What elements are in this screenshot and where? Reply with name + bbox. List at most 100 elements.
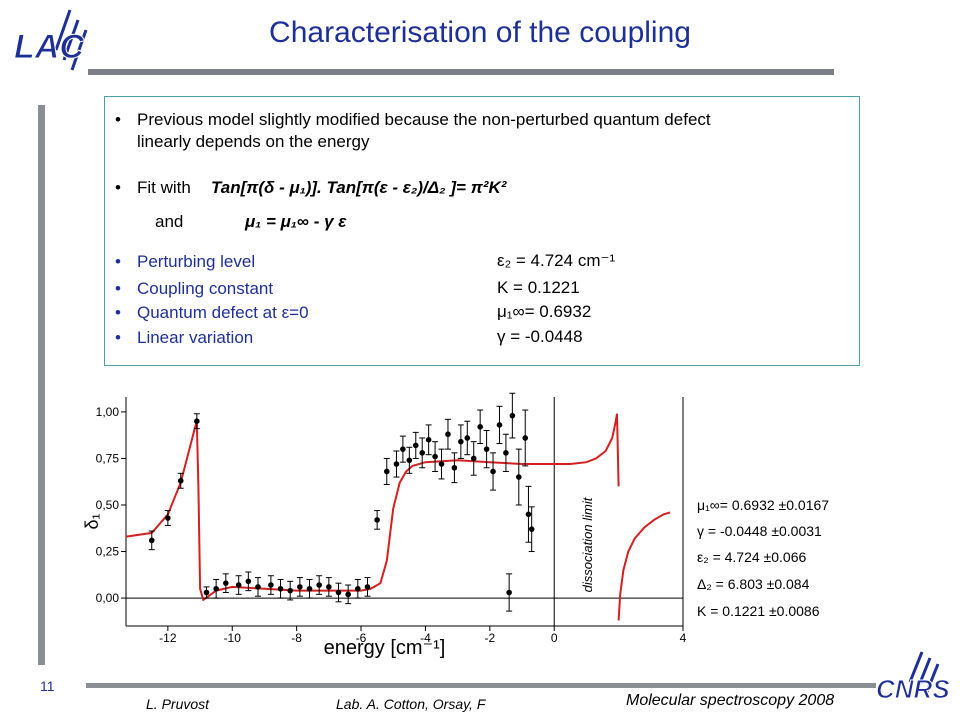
point-marker (345, 591, 351, 598)
point-marker (194, 418, 200, 425)
result-label: Coupling constant (137, 279, 274, 298)
point-marker (364, 584, 371, 590)
y-tick-label: 0,00 (96, 591, 120, 605)
data-point (374, 510, 381, 530)
fit-curve (125, 413, 620, 602)
data-point (325, 577, 332, 597)
result-value: γ = -0.0448 (497, 327, 583, 346)
point-marker (470, 455, 477, 462)
y-tick-label: 0,50 (96, 498, 120, 512)
data-point (354, 578, 361, 599)
result-value: μ₁∞= 0.6932 (497, 302, 592, 321)
data-point (432, 441, 439, 472)
data-point (296, 577, 303, 597)
point-marker (306, 585, 313, 592)
point-marker (287, 587, 294, 594)
point-marker (235, 582, 242, 588)
data-point (164, 510, 171, 526)
result-label: Linear variation (137, 328, 254, 347)
bullet-model-line2: linearly depends on the energy (137, 132, 370, 151)
point-marker (355, 585, 361, 592)
footer-lab: Lab. A. Cotton, Orsay, F (336, 696, 486, 712)
data-point (148, 530, 155, 551)
data-point (525, 485, 532, 543)
point-marker (277, 585, 284, 592)
data-point (477, 409, 484, 445)
point-marker (483, 446, 490, 452)
x-tick-label: -6 (356, 631, 367, 645)
point-marker (506, 589, 512, 596)
title-underline (88, 69, 834, 75)
point-marker (458, 438, 464, 445)
data-point (457, 424, 464, 459)
footer-rule (86, 683, 876, 688)
point-marker (406, 457, 413, 464)
x-tick-label: -2 (484, 631, 495, 645)
data-point (393, 450, 400, 478)
fit-param-delta2: Δ₂ = 6.803 ±0.084 (697, 576, 810, 592)
point-marker (496, 422, 503, 428)
point-marker (297, 584, 303, 590)
dissociation-limit-label: dissociation limit (580, 496, 595, 592)
fit-label: Fit with (137, 178, 191, 197)
data-point (451, 452, 458, 484)
data-point (506, 573, 513, 612)
data-point (364, 577, 371, 597)
x-tick-label: -12 (159, 631, 177, 645)
data-point (412, 431, 419, 459)
y-tick-label: 1,00 (96, 405, 120, 419)
result-label: Quantum defect at ε=0 (137, 303, 309, 322)
data-point (419, 437, 426, 469)
point-marker (515, 474, 522, 480)
point-marker (203, 589, 210, 596)
point-marker (177, 477, 184, 484)
point-marker (400, 446, 406, 452)
footer-conference: Molecular spectroscopy 2008 (626, 692, 835, 709)
point-marker (525, 511, 532, 518)
point-marker (393, 461, 400, 467)
y-tick-label: 0,75 (96, 451, 120, 465)
cnrs-logo-text: CNRS (876, 674, 950, 704)
and-relation: μ₁ = μ₁∞ - γ ε (245, 212, 347, 231)
cnrs-logo: CNRS (876, 651, 951, 705)
data-point (287, 580, 294, 601)
chart-data-points (148, 392, 535, 612)
point-marker (509, 412, 516, 419)
data-point (277, 578, 284, 599)
point-marker (412, 442, 419, 449)
point-marker (477, 423, 483, 430)
point-marker (528, 526, 535, 532)
point-marker (432, 453, 438, 460)
fit-param-gamma: γ = -0.0448 ±0.0031 (697, 523, 822, 539)
point-marker (419, 450, 426, 456)
slide-title: Characterisation of the coupling (269, 16, 691, 49)
data-point (425, 424, 432, 456)
y-tick-label: 0,25 (96, 545, 120, 559)
fit-relation: Tan[π(δ - μ₁)]. Tan[π(ε - ε₂)/Δ₂ ]= π²K² (211, 178, 507, 197)
point-marker (374, 517, 380, 523)
fit-param-k: K = 0.1221 ±0.0086 (697, 603, 820, 619)
data-point (438, 448, 445, 480)
data-point (383, 457, 390, 486)
left-decorative-bar (38, 105, 45, 665)
data-point (509, 392, 516, 439)
data-point (222, 573, 229, 593)
x-tick-label: 0 (551, 631, 558, 645)
point-marker (223, 580, 229, 586)
x-axis-label: energy [cm⁻¹] (324, 637, 446, 659)
point-marker (464, 435, 471, 441)
point-marker (451, 464, 458, 471)
point-marker (255, 584, 261, 590)
x-tick-label: 4 (680, 631, 687, 645)
data-point (464, 420, 471, 456)
content-box: • Previous model slightly modified becau… (104, 96, 860, 366)
point-marker (425, 437, 432, 443)
data-point (335, 582, 342, 603)
point-marker (522, 435, 529, 441)
data-point (515, 448, 522, 506)
data-point (496, 405, 503, 445)
y-axis-label: δ₁ (82, 513, 102, 529)
data-point (203, 586, 210, 599)
data-point (444, 418, 451, 450)
